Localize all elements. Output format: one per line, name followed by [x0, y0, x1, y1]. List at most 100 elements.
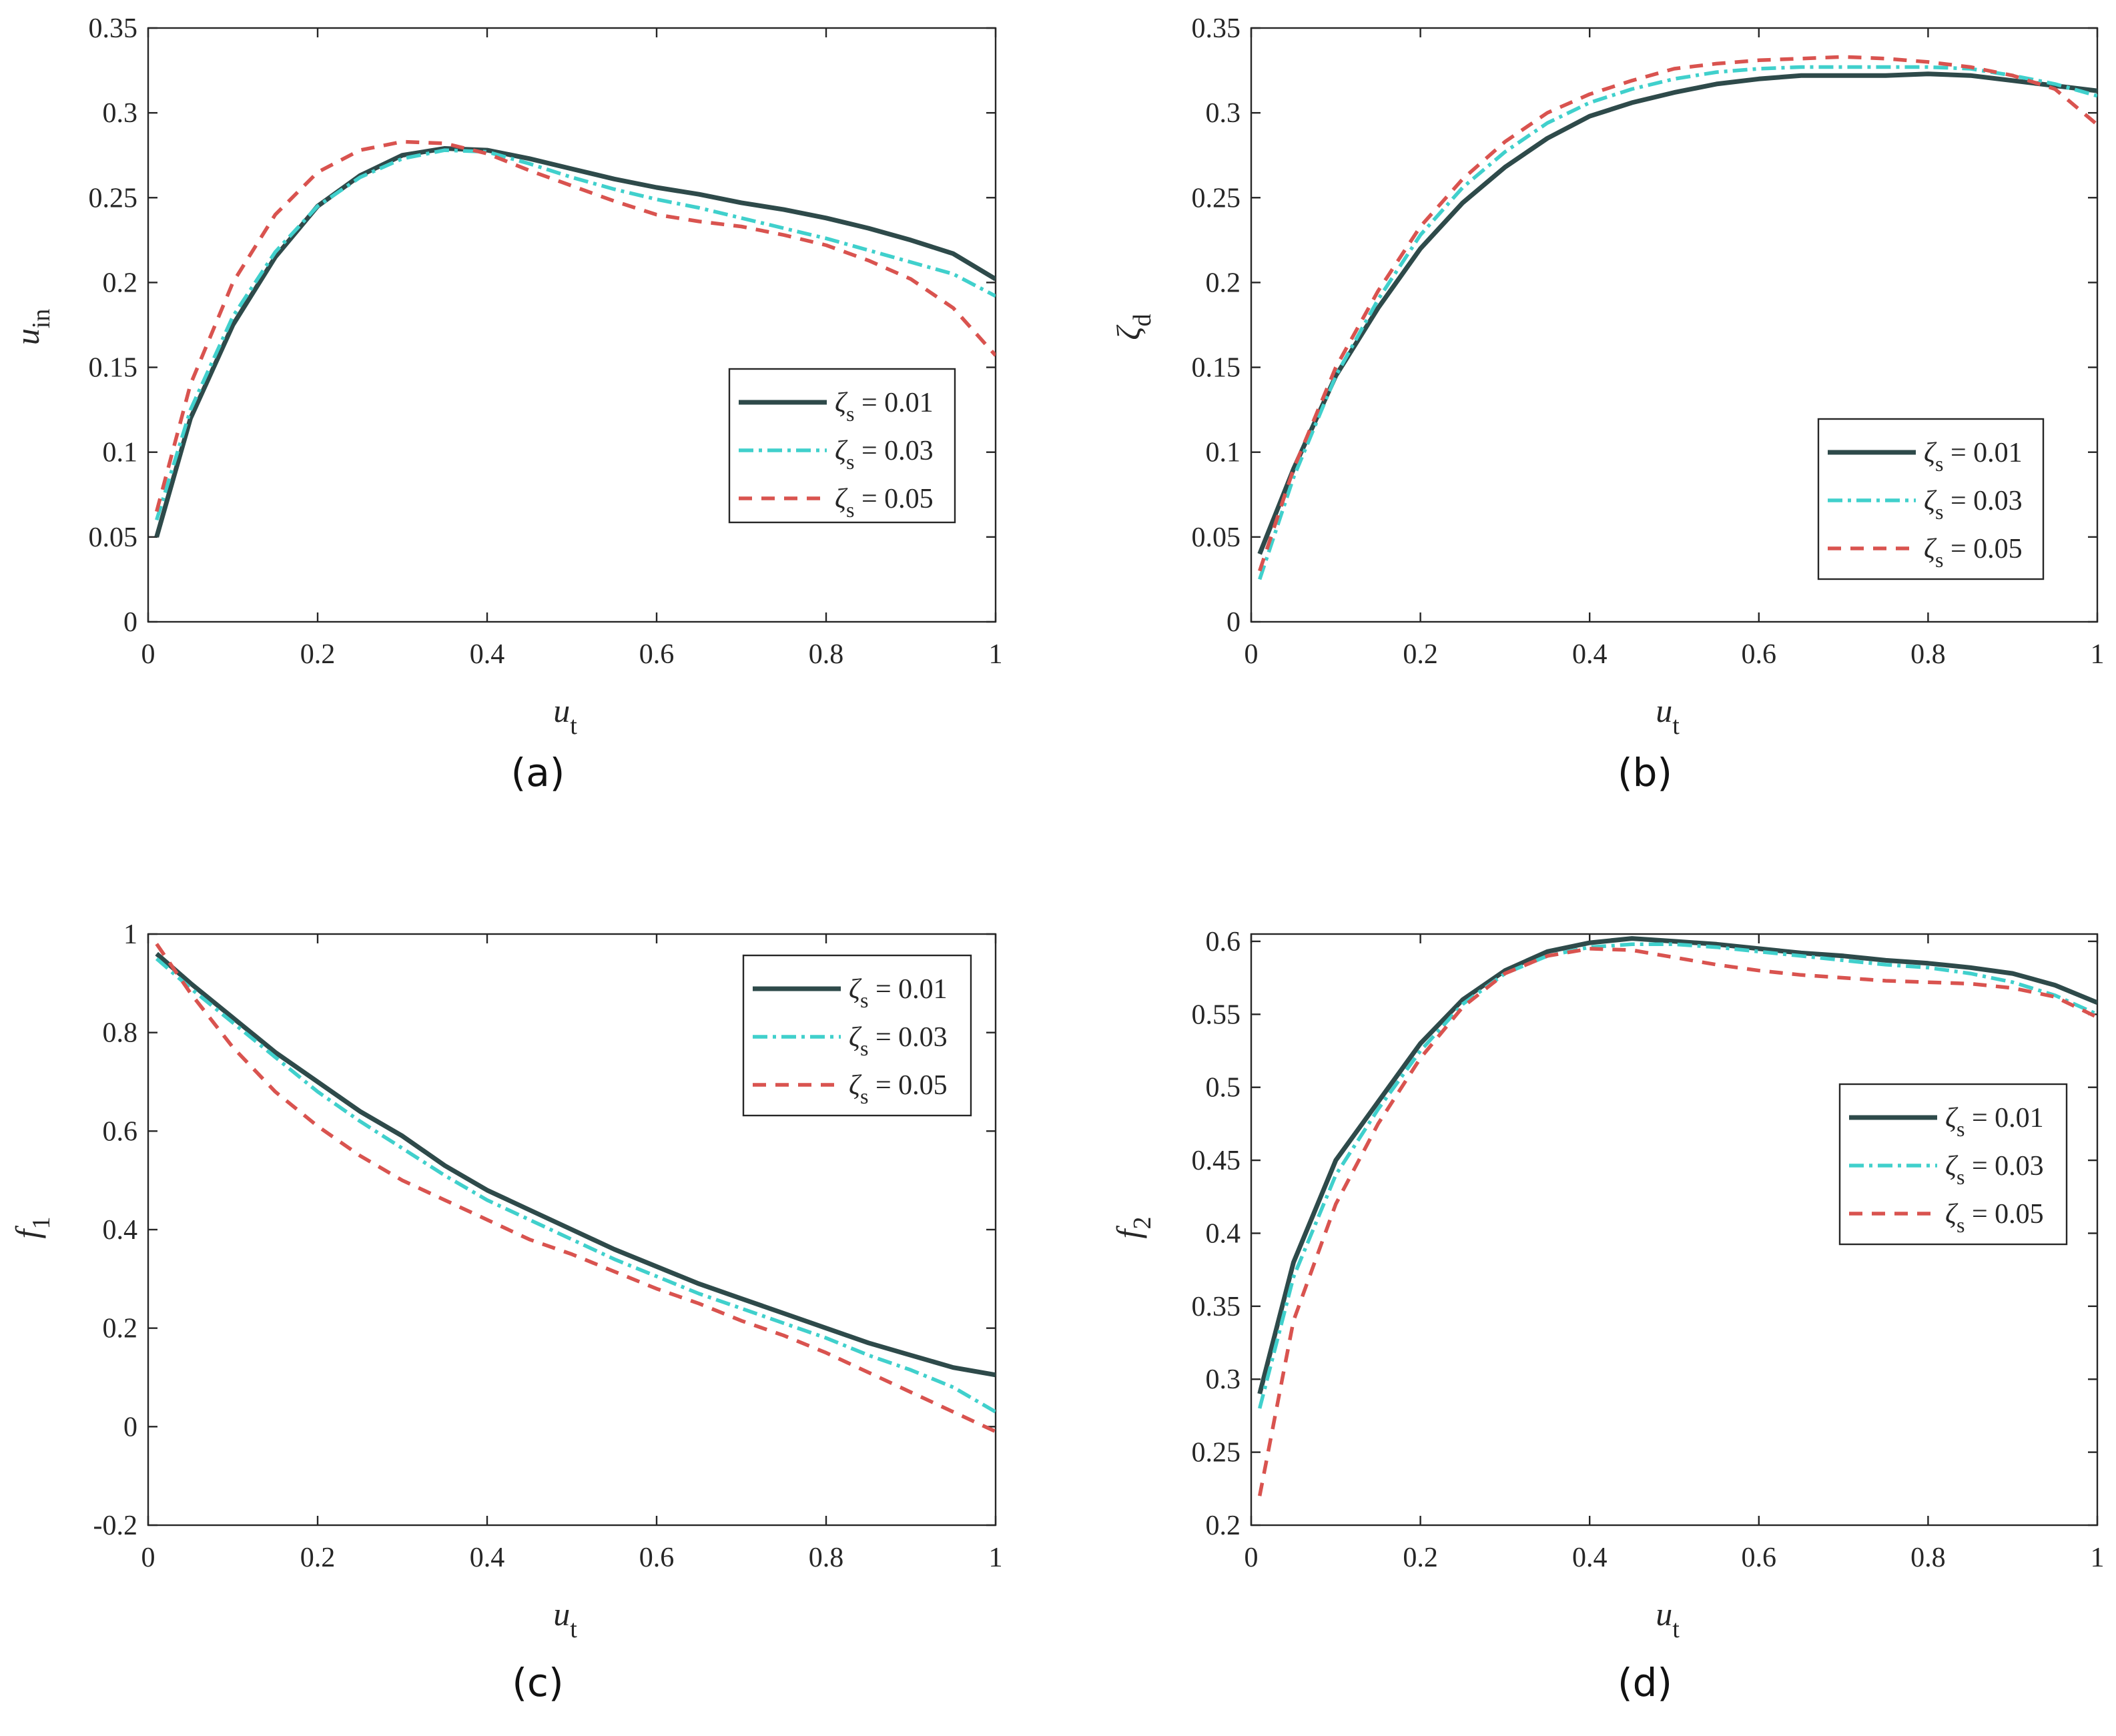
y-tick-label: 0.3 [1206, 98, 1241, 129]
y-tick-label: 1 [123, 919, 137, 950]
y-tick-label: 0 [1226, 607, 1241, 638]
y-tick-label: 0.15 [1192, 353, 1241, 384]
y-tick-label: 0.6 [1206, 927, 1241, 957]
y-tick-label: -0.2 [93, 1510, 138, 1541]
y-tick-label: 0 [123, 607, 137, 638]
series-group [1257, 936, 2097, 1496]
chart-panel-d: 0 0.2 0.4 0.6 0.8 10.20.250.30.350.40.450.50.… [1110, 927, 2105, 1705]
chart-panel-a: 0 0.2 0.4 0.6 0.8 1 0 0.05 0.1 0.15 0.2 0.25 0.3 0.35… [9, 13, 1003, 795]
legend-entry-2: ζs = 0.03 [1945, 1151, 2044, 1189]
series-line-2 [1258, 65, 2097, 580]
legend-entry-1: ζs = 0.01 [1945, 1103, 2044, 1141]
y-axis-label: f2 [1110, 1217, 1156, 1239]
plot-frame [1250, 933, 2099, 1527]
y-tick-label: 0.45 [1192, 1146, 1241, 1176]
series-line-1 [154, 146, 996, 538]
x-tick-label: 0.6 [1742, 639, 1777, 670]
y-tick-label: 0.15 [89, 353, 138, 384]
x-tick-label: 1 [989, 1543, 1003, 1573]
x-tick-label: 0.6 [1742, 1543, 1777, 1573]
legend: ζs = 0.01 ζs = 0.03 ζs = 0.05 [728, 368, 956, 524]
series-group [155, 943, 996, 1434]
x-tick-label: 0 [1245, 639, 1259, 670]
x-tick-label: 0.2 [300, 639, 336, 670]
y-tick-label: 0 [123, 1412, 137, 1442]
y-tick-label: 0.6 [103, 1116, 138, 1147]
series-line-2 [155, 148, 996, 521]
y-tick-label: 0.1 [1206, 438, 1241, 468]
x-tick-label: 0.6 [639, 639, 675, 670]
panel-label: (a) [511, 750, 565, 795]
y-tick-label: 0.4 [103, 1215, 138, 1246]
x-tick-label: 0.4 [1572, 639, 1608, 670]
x-axis-label: ut [1656, 1595, 1680, 1643]
x-tick-label: 0.2 [1403, 1543, 1438, 1573]
y-tick-label: 0.4 [1206, 1218, 1241, 1249]
x-tick-label: 0.4 [470, 1543, 505, 1573]
x-tick-label: 0.2 [300, 1543, 336, 1573]
y-tick-label: 0.05 [1192, 522, 1241, 553]
x-tick-label: 0 [141, 1543, 155, 1573]
chart-panel-b: 0 0.2 0.4 0.6 0.8 1 0 0.05 0.1 0.15 0.2 0.25 0.3 0.35… [1110, 13, 2105, 795]
y-tick-label: 0.8 [103, 1018, 138, 1049]
x-axis-label: ut [553, 1595, 577, 1643]
legend: ζs = 0.01 ζs = 0.03 ζs = 0.05 [1817, 418, 2045, 580]
x-tick-label: 0 [1245, 1543, 1259, 1573]
x-tick-label: 1 [989, 639, 1003, 670]
x-tick-label: 0.4 [470, 639, 505, 670]
series-line-3 [1258, 55, 2097, 572]
legend-entry-1: ζs = 0.01 [835, 388, 934, 426]
x-tick-label: 0.6 [639, 1543, 675, 1573]
y-tick-label: 0.25 [1192, 1438, 1241, 1468]
legend-entry-2: ζs = 0.03 [849, 1022, 948, 1060]
y-tick-label: 0.3 [103, 98, 138, 129]
y-tick-label: 0.5 [1206, 1073, 1241, 1104]
y-tick-label: 0.1 [103, 438, 138, 468]
x-tick-label: 0 [141, 639, 155, 670]
y-tick-label: 0.25 [1192, 183, 1241, 213]
y-tick-label: 0.3 [1206, 1364, 1241, 1395]
x-tick-label: 0.8 [1910, 1543, 1946, 1573]
series-line-3 [1257, 947, 2097, 1496]
series-line-2 [155, 957, 996, 1414]
legend-box [1838, 1083, 2068, 1246]
x-axis-label: ut [553, 692, 577, 740]
x-tick-label: 0.2 [1403, 639, 1438, 670]
y-tick-label: 0.2 [1206, 268, 1241, 298]
series-line-1 [155, 951, 996, 1378]
legend-box [742, 954, 972, 1117]
y-tick-label: 0.2 [1206, 1510, 1241, 1541]
series-line-1 [1257, 71, 2097, 555]
y-tick-label: 0.35 [1192, 13, 1241, 44]
series-group [154, 139, 996, 538]
legend-entry-3: ζs = 0.05 [835, 484, 934, 522]
panel-label: (b) [1618, 750, 1672, 795]
x-tick-label: 1 [2091, 639, 2105, 670]
legend-entry-3: ζs = 0.05 [1945, 1199, 2044, 1237]
x-tick-label: 0.4 [1572, 1543, 1608, 1573]
y-tick-label: 0.35 [1192, 1292, 1241, 1322]
y-tick-label: 0.35 [89, 13, 138, 44]
y-tick-label: 0.05 [89, 522, 138, 553]
legend-entry-2: ζs = 0.03 [1924, 486, 2023, 524]
legend-box [1817, 418, 2045, 580]
legend-entry-3: ζs = 0.05 [849, 1070, 948, 1108]
x-tick-label: 0.8 [1910, 639, 1946, 670]
x-tick-label: 0.8 [809, 639, 844, 670]
legend: ζs = 0.01 ζs = 0.03 ζs = 0.05 [1838, 1083, 2068, 1246]
plot-frame [1250, 27, 2099, 623]
y-tick-label: 0.2 [103, 268, 138, 298]
y-axis-label: uin [9, 309, 55, 346]
series-line-1 [1257, 936, 2097, 1394]
series-line-3 [155, 139, 996, 512]
legend-entry-3: ζs = 0.05 [1924, 534, 2023, 572]
panel-label: (d) [1618, 1660, 1672, 1705]
y-axis-label: ζd [1110, 314, 1156, 340]
legend: ζs = 0.01 ζs = 0.03 ζs = 0.05 [742, 954, 972, 1117]
x-axis-label: ut [1656, 692, 1680, 740]
y-tick-label: 0.25 [89, 183, 138, 213]
series-line-2 [1258, 942, 2097, 1409]
x-tick-label: 0.8 [809, 1543, 844, 1573]
plot-frame [147, 27, 997, 623]
